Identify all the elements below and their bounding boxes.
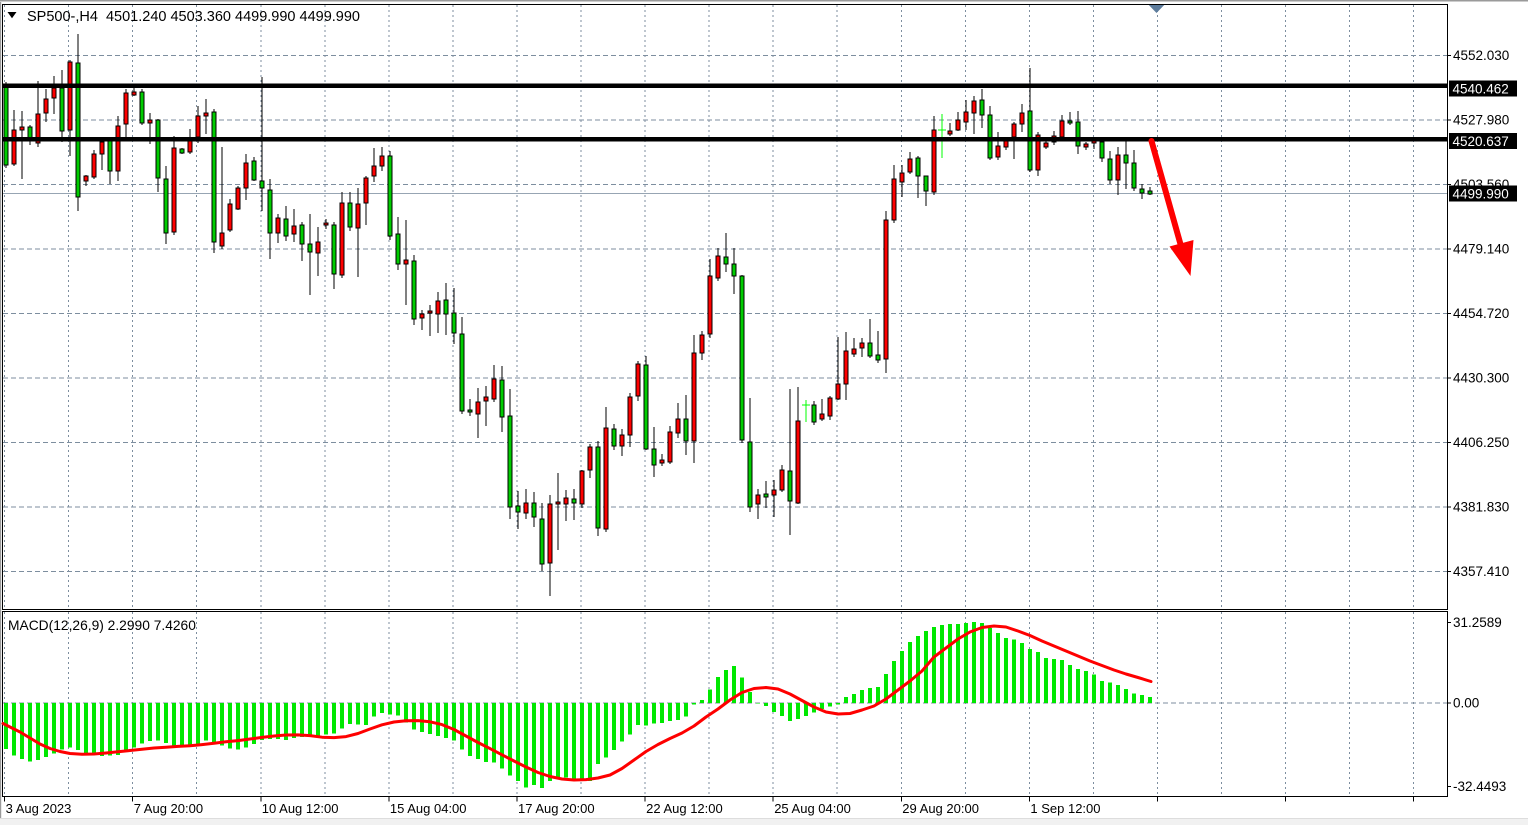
svg-text:4454.720: 4454.720 bbox=[1453, 306, 1509, 321]
svg-text:4406.250: 4406.250 bbox=[1453, 435, 1509, 450]
svg-text:10 Aug 12:00: 10 Aug 12:00 bbox=[262, 801, 339, 816]
svg-text:4520.637: 4520.637 bbox=[1453, 134, 1509, 149]
svg-text:4499.990: 4499.990 bbox=[1453, 186, 1509, 201]
svg-text:4479.140: 4479.140 bbox=[1453, 242, 1509, 257]
svg-text:25 Aug 04:00: 25 Aug 04:00 bbox=[774, 801, 851, 816]
svg-text:SP500-,H4 4501.240 4503.360 4: SP500-,H4 4501.240 4503.360 4499.990 449… bbox=[27, 9, 360, 25]
svg-text:7 Aug 20:00: 7 Aug 20:00 bbox=[134, 801, 203, 816]
svg-text:17 Aug 20:00: 17 Aug 20:00 bbox=[518, 801, 595, 816]
svg-text:22 Aug 12:00: 22 Aug 12:00 bbox=[646, 801, 723, 816]
svg-text:1 Sep 12:00: 1 Sep 12:00 bbox=[1030, 801, 1100, 816]
svg-text:4430.300: 4430.300 bbox=[1453, 371, 1509, 386]
svg-text:0.00: 0.00 bbox=[1453, 696, 1479, 711]
svg-text:4381.830: 4381.830 bbox=[1453, 500, 1509, 515]
svg-text:15 Aug 04:00: 15 Aug 04:00 bbox=[390, 801, 467, 816]
svg-text:MACD(12,26,9) 2.2990 7.4260: MACD(12,26,9) 2.2990 7.4260 bbox=[8, 618, 196, 633]
svg-text:-32.4493: -32.4493 bbox=[1453, 779, 1506, 794]
svg-text:4357.410: 4357.410 bbox=[1453, 564, 1509, 579]
svg-text:31.2589: 31.2589 bbox=[1453, 615, 1502, 630]
svg-text:4540.462: 4540.462 bbox=[1453, 81, 1509, 96]
svg-text:29 Aug 20:00: 29 Aug 20:00 bbox=[902, 801, 979, 816]
svg-text:3 Aug 2023: 3 Aug 2023 bbox=[6, 801, 72, 816]
svg-text:4527.980: 4527.980 bbox=[1453, 113, 1509, 128]
svg-text:4552.030: 4552.030 bbox=[1453, 48, 1509, 63]
